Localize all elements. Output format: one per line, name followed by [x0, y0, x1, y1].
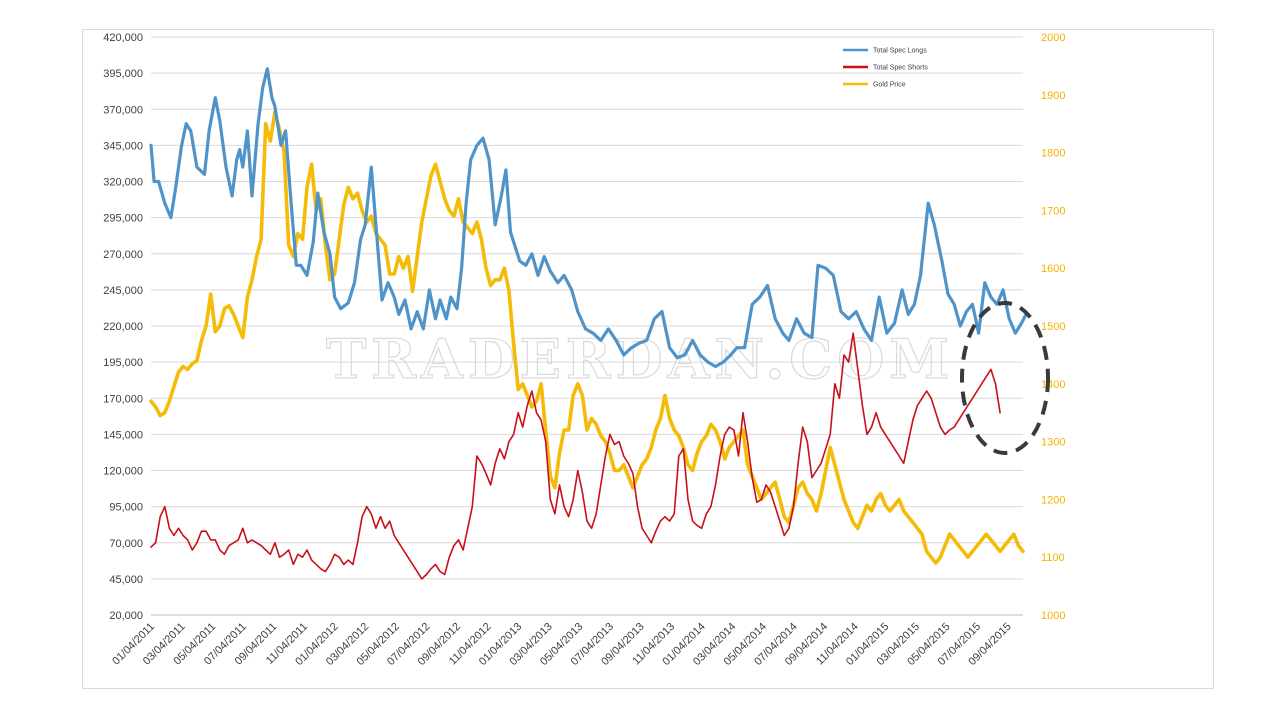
left-tick-label: 45,000 [109, 574, 143, 586]
left-tick-label: 320,000 [103, 177, 143, 189]
left-tick-label: 395,000 [103, 68, 143, 80]
left-tick-label: 95,000 [109, 502, 143, 514]
left-tick-label: 420,000 [103, 32, 143, 44]
left-tick-label: 70,000 [109, 538, 143, 550]
legend-label: Gold Price [873, 82, 906, 89]
series-line-total-spec-longs [149, 67, 1028, 369]
left-tick-label: 145,000 [103, 429, 143, 441]
legend-label: Total Spec Longs [873, 48, 927, 55]
right-tick-label: 1000 [1041, 610, 1065, 622]
right-axis: 1000 1100 1200 1300 1400 1500 1600 1700 1800 1900… [1041, 32, 1065, 622]
left-tick-label: 370,000 [103, 104, 143, 116]
left-tick-label: 195,000 [103, 357, 143, 369]
left-tick-label: 170,000 [103, 393, 143, 405]
annotation-ellipse [960, 301, 1050, 455]
series-lines [149, 67, 1028, 580]
left-tick-label: 245,000 [103, 285, 143, 297]
annotation-layer [960, 301, 1050, 455]
x-axis: 01/04/201103/04/201105/04/201107/04/2011… [110, 614, 1023, 668]
left-axis: 20,000 45,000 70,000 95,000 120,000 145,000 17… [103, 32, 143, 622]
right-tick-label: 1200 [1041, 494, 1065, 506]
left-tick-label: 120,000 [103, 466, 143, 478]
right-tick-label: 1100 [1041, 552, 1065, 564]
right-tick-label: 2000 [1041, 32, 1065, 44]
right-tick-label: 1900 [1041, 90, 1065, 102]
series-line-total-spec-shorts [150, 332, 1001, 580]
right-tick-label: 1700 [1041, 205, 1065, 217]
right-tick-label: 1300 [1041, 437, 1065, 449]
left-tick-label: 20,000 [109, 610, 143, 622]
left-tick-label: 295,000 [103, 213, 143, 225]
left-tick-label: 220,000 [103, 321, 143, 333]
watermark-text: TRADERDAN.COM [326, 327, 954, 391]
right-tick-label: 1600 [1041, 263, 1065, 275]
legend: Total Spec Longs Total Spec Shorts Gold Pr… [843, 48, 928, 89]
left-tick-label: 345,000 [103, 140, 143, 152]
right-tick-label: 1800 [1041, 148, 1065, 160]
series-line-gold-price [149, 110, 1025, 565]
right-tick-label: 1400 [1041, 379, 1065, 391]
legend-label: Total Spec Shorts [873, 65, 928, 72]
left-tick-label: 270,000 [103, 249, 143, 261]
right-tick-label: 1500 [1041, 321, 1065, 333]
